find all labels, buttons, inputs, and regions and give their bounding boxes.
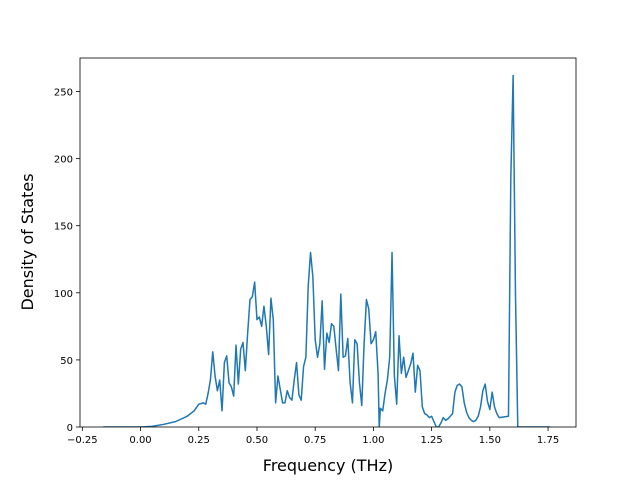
x-axis-label: Frequency (THz) (263, 456, 393, 475)
plot-frame (79, 57, 577, 428)
y-tick-label: 100 (54, 289, 73, 300)
x-tick-label: 0.75 (304, 435, 326, 446)
x-tick-label: 0.00 (129, 435, 151, 446)
y-tick-label: 200 (54, 155, 73, 166)
x-tick-label: 1.50 (479, 435, 501, 446)
x-tick-label: 0.25 (188, 435, 210, 446)
y-tick-label: 250 (54, 88, 73, 99)
y-axis-label: Density of States (18, 173, 37, 310)
data-line (103, 74, 551, 427)
x-tick-label: −0.25 (67, 435, 98, 446)
x-tick-label: 1.00 (362, 435, 384, 446)
x-tick-label: 0.50 (246, 435, 268, 446)
y-tick-label: 150 (54, 222, 73, 233)
x-tick-label: 1.25 (420, 435, 442, 446)
y-tick-label: 50 (60, 356, 73, 367)
y-tick-label: 0 (67, 423, 73, 434)
x-tick-label: 1.75 (537, 435, 559, 446)
